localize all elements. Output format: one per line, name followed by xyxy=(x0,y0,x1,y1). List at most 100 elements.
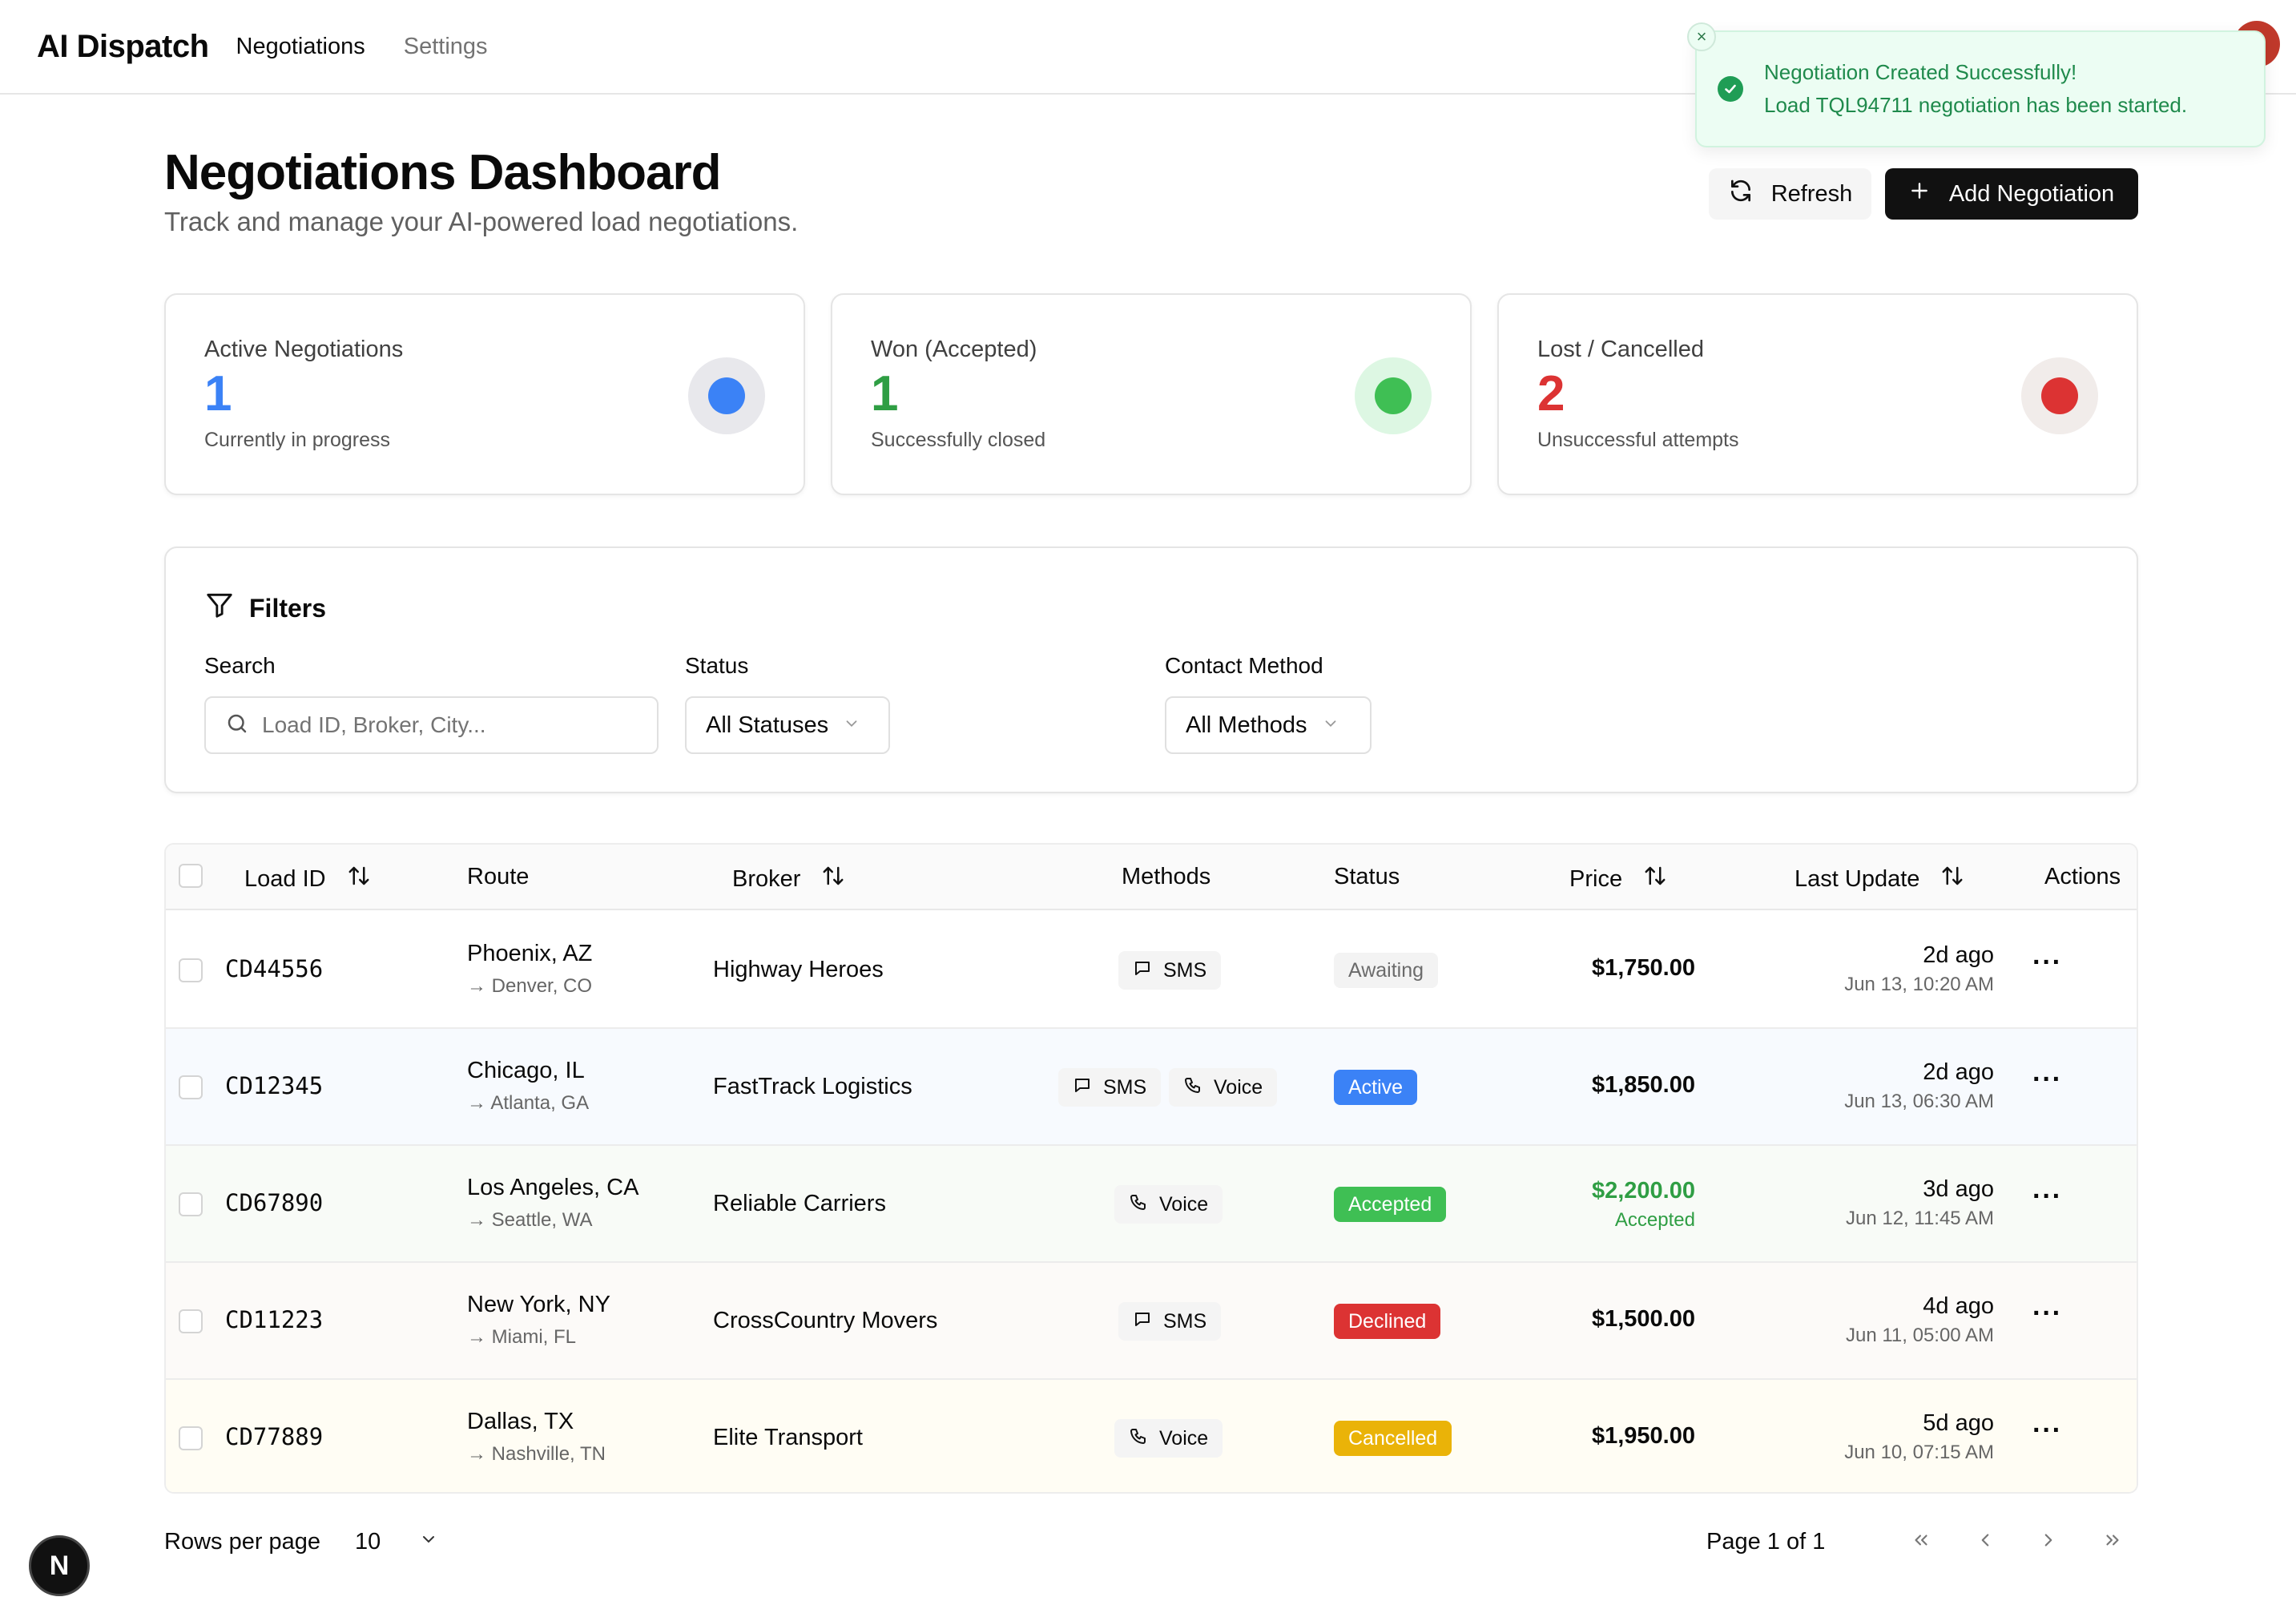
toast-close-button[interactable]: × xyxy=(1687,22,1716,51)
stat-label: Lost / Cancelled xyxy=(1537,337,1704,362)
chevron-right-icon xyxy=(2038,1530,2059,1555)
column-methods: Methods xyxy=(1122,864,1210,890)
column-label: Load ID xyxy=(244,865,326,892)
row-actions-button[interactable]: ··· xyxy=(2032,1064,2062,1095)
stat-description: Unsuccessful attempts xyxy=(1537,429,1739,451)
page-title: Negotiations Dashboard xyxy=(164,145,722,200)
last-update-timestamp: Jun 13, 10:20 AM xyxy=(1844,974,1994,995)
column-label: Last Update xyxy=(1795,865,1920,892)
row-checkbox[interactable] xyxy=(179,958,203,982)
table-row[interactable]: CD77889 Dallas, TX → Nashville, TN Elite Tr… xyxy=(166,1380,2137,1492)
search-input[interactable] xyxy=(262,712,630,738)
stat-card-won: Won (Accepted) 1 Successfully closed xyxy=(831,293,1472,495)
refresh-button[interactable]: Refresh xyxy=(1709,168,1871,220)
search-field[interactable] xyxy=(204,696,659,754)
stat-label: Won (Accepted) xyxy=(871,337,1037,362)
first-page-button[interactable] xyxy=(1905,1526,1937,1558)
broker-name: Elite Transport xyxy=(713,1425,863,1450)
route-destination: → Atlanta, GA xyxy=(467,1092,590,1114)
message-icon xyxy=(1133,958,1152,983)
row-checkbox[interactable] xyxy=(179,1426,203,1450)
previous-page-button[interactable] xyxy=(1969,1526,2001,1558)
message-icon xyxy=(1073,1075,1092,1100)
price: $1,850.00 xyxy=(1592,1072,1695,1099)
select-all-checkbox[interactable] xyxy=(179,864,203,888)
price-value: $1,500.00 xyxy=(1591,1306,1695,1332)
more-horizontal-icon: ··· xyxy=(2032,1298,2062,1329)
broker-name: CrossCountry Movers xyxy=(713,1308,938,1333)
table-row[interactable]: CD67890 Los Angeles, CA → Seattle, WA Relia… xyxy=(166,1146,2137,1263)
status-dot-icon xyxy=(688,357,765,434)
search-icon xyxy=(225,712,249,740)
chevron-down-icon xyxy=(419,1529,438,1555)
more-horizontal-icon: ··· xyxy=(2032,947,2062,978)
row-actions-button[interactable]: ··· xyxy=(2032,1415,2062,1446)
last-update: 5d ago Jun 10, 07:15 AM xyxy=(1844,1410,1994,1464)
column-load-id[interactable]: Load ID xyxy=(244,864,371,894)
rows-per-page-select[interactable]: 10 xyxy=(355,1529,438,1555)
filter-icon xyxy=(204,590,235,627)
column-label: Broker xyxy=(732,865,801,892)
stat-value: 2 xyxy=(1537,366,1565,421)
last-update-relative: 3d ago xyxy=(1923,1176,1994,1202)
table-row[interactable]: CD44556 Phoenix, AZ → Denver, CO Highway He… xyxy=(166,912,2137,1029)
row-actions-button[interactable]: ··· xyxy=(2032,1298,2062,1329)
brand-logo[interactable]: AI Dispatch xyxy=(37,28,209,64)
chevron-down-icon xyxy=(843,712,860,739)
column-label: Route xyxy=(467,864,530,889)
status-select[interactable]: All Statuses xyxy=(685,696,890,754)
status-select-value: All Statuses xyxy=(706,712,829,738)
filters-panel: Filters Search Status All Statuses Conta… xyxy=(164,546,2138,793)
row-checkbox[interactable] xyxy=(179,1192,203,1216)
toast-message: Load TQL94711 negotiation has been start… xyxy=(1764,93,2188,117)
status-badge: Declined xyxy=(1334,1304,1441,1339)
next-page-button[interactable] xyxy=(2032,1526,2064,1558)
route: New York, NY → Miami, FL xyxy=(467,1292,610,1349)
dev-tools-badge[interactable]: N xyxy=(29,1535,90,1596)
broker-name: Highway Heroes xyxy=(713,957,884,982)
table-row[interactable]: CD12345 Chicago, IL → Atlanta, GA FastTrack… xyxy=(166,1029,2137,1146)
column-last-update[interactable]: Last Update xyxy=(1795,864,1964,894)
table-header: Load ID Route Broker Methods Status Pric… xyxy=(166,845,2137,910)
method-label: SMS xyxy=(1163,1309,1207,1333)
nav-link-settings[interactable]: Settings xyxy=(403,33,488,59)
more-horizontal-icon: ··· xyxy=(2032,1181,2062,1212)
method-label: Voice xyxy=(1159,1426,1209,1450)
method-label: SMS xyxy=(1103,1075,1147,1099)
route: Dallas, TX → Nashville, TN xyxy=(467,1409,606,1466)
last-page-button[interactable] xyxy=(2097,1526,2129,1558)
route-destination: → Nashville, TN xyxy=(467,1443,606,1465)
add-negotiation-label: Add Negotiation xyxy=(1948,180,2115,207)
method-label: SMS xyxy=(1163,958,1207,982)
last-update-relative: 2d ago xyxy=(1923,1059,1994,1085)
row-checkbox[interactable] xyxy=(179,1075,203,1099)
route: Los Angeles, CA → Seattle, WA xyxy=(467,1175,638,1232)
last-update: 4d ago Jun 11, 05:00 AM xyxy=(1846,1293,1994,1347)
row-checkbox[interactable] xyxy=(179,1309,203,1333)
column-label: Status xyxy=(1334,864,1400,889)
route-origin: New York, NY xyxy=(467,1292,610,1317)
method-badge-sms: SMS xyxy=(1118,1302,1222,1341)
nav-link-negotiations[interactable]: Negotiations xyxy=(236,33,365,59)
broker-name: Reliable Carriers xyxy=(713,1191,886,1216)
stat-value: 1 xyxy=(204,366,232,421)
plus-icon xyxy=(1909,180,1930,208)
add-negotiation-button[interactable]: Add Negotiation xyxy=(1885,168,2138,220)
method-label: Voice xyxy=(1214,1075,1263,1099)
method-select[interactable]: All Methods xyxy=(1165,696,1372,754)
last-update: 2d ago Jun 13, 10:20 AM xyxy=(1844,942,1994,996)
last-update-relative: 4d ago xyxy=(1923,1293,1994,1319)
route: Chicago, IL → Atlanta, GA xyxy=(467,1058,589,1115)
rows-per-page-value: 10 xyxy=(355,1529,381,1555)
column-label: Methods xyxy=(1122,864,1211,889)
table-row[interactable]: CD11223 New York, NY → Miami, FL CrossCount… xyxy=(166,1263,2137,1380)
page-subtitle: Track and manage your AI-powered load ne… xyxy=(164,207,799,236)
status-badge: Active xyxy=(1334,1070,1418,1105)
row-actions-button[interactable]: ··· xyxy=(2032,947,2062,978)
column-broker[interactable]: Broker xyxy=(732,864,845,894)
status-filter-label: Status xyxy=(685,653,749,678)
column-price[interactable]: Price xyxy=(1569,864,1667,894)
row-actions-button[interactable]: ··· xyxy=(2032,1181,2062,1212)
stat-description: Currently in progress xyxy=(204,429,391,451)
method-badge-voice: Voice xyxy=(1114,1185,1223,1224)
